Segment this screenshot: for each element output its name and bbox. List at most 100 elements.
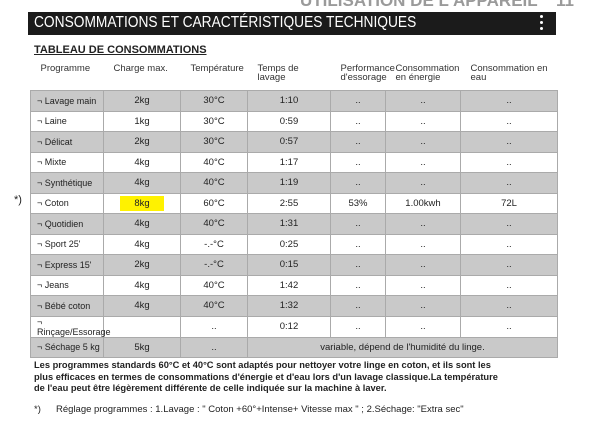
- table-cell: ¬ Rinçage/Essorage: [30, 315, 111, 338]
- table-cell: 1:17: [247, 151, 331, 173]
- table-cell: ¬ Jeans: [30, 274, 104, 296]
- table-cell: ..: [460, 90, 558, 112]
- table-cell: ..: [460, 274, 558, 296]
- column-header: Performance d'essorage: [340, 63, 395, 83]
- table-cell: 2kg: [103, 254, 181, 276]
- table-cell: 40°C: [180, 295, 248, 317]
- table-cell: 4kg: [103, 172, 181, 194]
- table-cell: 8kg: [103, 192, 181, 214]
- table-cell: ..: [460, 213, 558, 235]
- table-row: ¬ Laine 1kg 30°C 0:59......: [30, 110, 558, 132]
- table-cell: 1kg: [103, 110, 181, 132]
- table-cell: 4kg: [103, 213, 181, 235]
- table-cell: ..: [385, 315, 461, 338]
- table-row: ¬ Coton 8kg 60°C 2:55 53% 1.00kwh 72L: [30, 192, 558, 214]
- table-cell: 40°C: [180, 172, 248, 194]
- table-cell: ¬ Lavage main: [30, 90, 104, 112]
- table-cell: ..: [385, 295, 461, 317]
- table-cell: ..: [330, 254, 386, 276]
- column-header: Programme: [40, 63, 91, 74]
- table-cell: 53%: [330, 192, 386, 214]
- note: Les programmes standards 60°C et 40°C so…: [34, 360, 498, 393]
- table-cell: 4kg: [103, 274, 181, 296]
- settings-note: Réglage programmes : 1.Lavage : " Coton …: [56, 404, 464, 415]
- table-cell: ..: [330, 110, 386, 132]
- table-cell: ¬ Séchage 5 kg: [30, 336, 104, 358]
- table-cell: ..: [385, 172, 461, 194]
- table-row: ¬ Sport 25' 4kg -.-°C 0:25......: [30, 233, 558, 255]
- table-cell: ¬ Mixte: [30, 151, 104, 173]
- table-cell: ..: [330, 233, 386, 255]
- table-cell: ..: [460, 110, 558, 132]
- table-cell: ..: [385, 110, 461, 132]
- header-title: CONSOMMATIONS ET CARACTÉRISTIQUES TECHNI…: [34, 14, 417, 31]
- table-cell: ..: [330, 172, 386, 194]
- table-cell: ..: [330, 131, 386, 153]
- row-marker: *): [14, 194, 22, 206]
- table-cell: 2kg: [103, 90, 181, 112]
- table-cell: ..: [385, 233, 461, 255]
- table-row: ¬ Synthétique 4kg 40°C 1:19......: [30, 172, 558, 194]
- table-cell: 4kg: [103, 295, 181, 317]
- header-bar: [28, 12, 556, 35]
- table-cell: 5kg: [103, 336, 181, 358]
- table-cell: 40°C: [180, 274, 248, 296]
- table-cell: 2kg: [103, 131, 181, 153]
- table-cell: 4kg: [103, 233, 181, 255]
- table-cell: 30°C: [180, 90, 248, 112]
- table-cell: 72L: [460, 192, 558, 214]
- column-header: Température: [190, 63, 244, 74]
- table-cell: 1.00kwh: [385, 192, 461, 214]
- table-row: ¬ Jeans 4kg 40°C 1:42......: [30, 274, 558, 296]
- table-cell: ¬ Express 15': [30, 254, 104, 276]
- table-cell: 40°C: [180, 213, 248, 235]
- menu-icon: [540, 15, 544, 33]
- table-cell: ..: [460, 172, 558, 194]
- table-cell: 2:55: [247, 192, 331, 214]
- table-cell: 1:10: [247, 90, 331, 112]
- table-cell: 60°C: [180, 192, 248, 214]
- table-cell: ..: [460, 233, 558, 255]
- table-cell: ..: [385, 213, 461, 235]
- table-cell: 0:57: [247, 131, 331, 153]
- table-cell: -.-°C: [180, 233, 248, 255]
- table-row: ¬ Mixte 4kg 40°C 1:17......: [30, 151, 558, 173]
- table-cell: variable, dépend de l'humidité du linge.: [247, 336, 558, 358]
- table-cell: ..: [330, 213, 386, 235]
- table-cell: 30°C: [180, 131, 248, 153]
- table-cell: -.-°C: [180, 254, 248, 276]
- table-cell: ¬ Délicat: [30, 131, 104, 153]
- table-cell: ..: [460, 254, 558, 276]
- table-row: ¬ Délicat 2kg 30°C 0:57......: [30, 131, 558, 153]
- table-row: ¬ Express 15' 2kg -.-°C 0:15......: [30, 254, 558, 276]
- table-cell: ..: [385, 90, 461, 112]
- table-cell: 30°C: [180, 110, 248, 132]
- table-cell: ¬ Sport 25': [30, 233, 104, 255]
- table-cell: ..: [330, 151, 386, 173]
- table-cell: 0:15: [247, 254, 331, 276]
- table-cell: ..: [385, 274, 461, 296]
- table-cell: ¬ Laine: [30, 110, 104, 132]
- table-row: ¬ Quotidien 4kg 40°C 1:31......: [30, 213, 558, 235]
- table-cell: 1:32: [247, 295, 331, 317]
- table-cell: [103, 315, 181, 338]
- table-cell: 1:19: [247, 172, 331, 194]
- table-cell: 0:12: [247, 315, 331, 338]
- table-cell: ¬ Bébé coton: [30, 295, 104, 317]
- table-row: ¬ Bébé coton 4kg 40°C 1:32......: [30, 295, 558, 317]
- table-cell: ..: [460, 131, 558, 153]
- table-row: ¬ Rinçage/Essorage.. 0:12......: [30, 315, 558, 338]
- page-number: 11: [556, 0, 574, 10]
- table-cell: 1:31: [247, 213, 331, 235]
- column-header: Consommation en eau: [470, 63, 548, 83]
- table-cell: 0:25: [247, 233, 331, 255]
- table-cell: 4kg: [103, 151, 181, 173]
- table-cell: ..: [330, 274, 386, 296]
- table-row: ¬ Lavage main 2kg 30°C 1:10......: [30, 90, 558, 112]
- table-cell: ¬ Coton: [30, 192, 104, 214]
- table-cell: ¬ Synthétique: [30, 172, 104, 194]
- column-header: Consommation en énergie: [395, 63, 460, 83]
- table-cell: ¬ Quotidien: [30, 213, 104, 235]
